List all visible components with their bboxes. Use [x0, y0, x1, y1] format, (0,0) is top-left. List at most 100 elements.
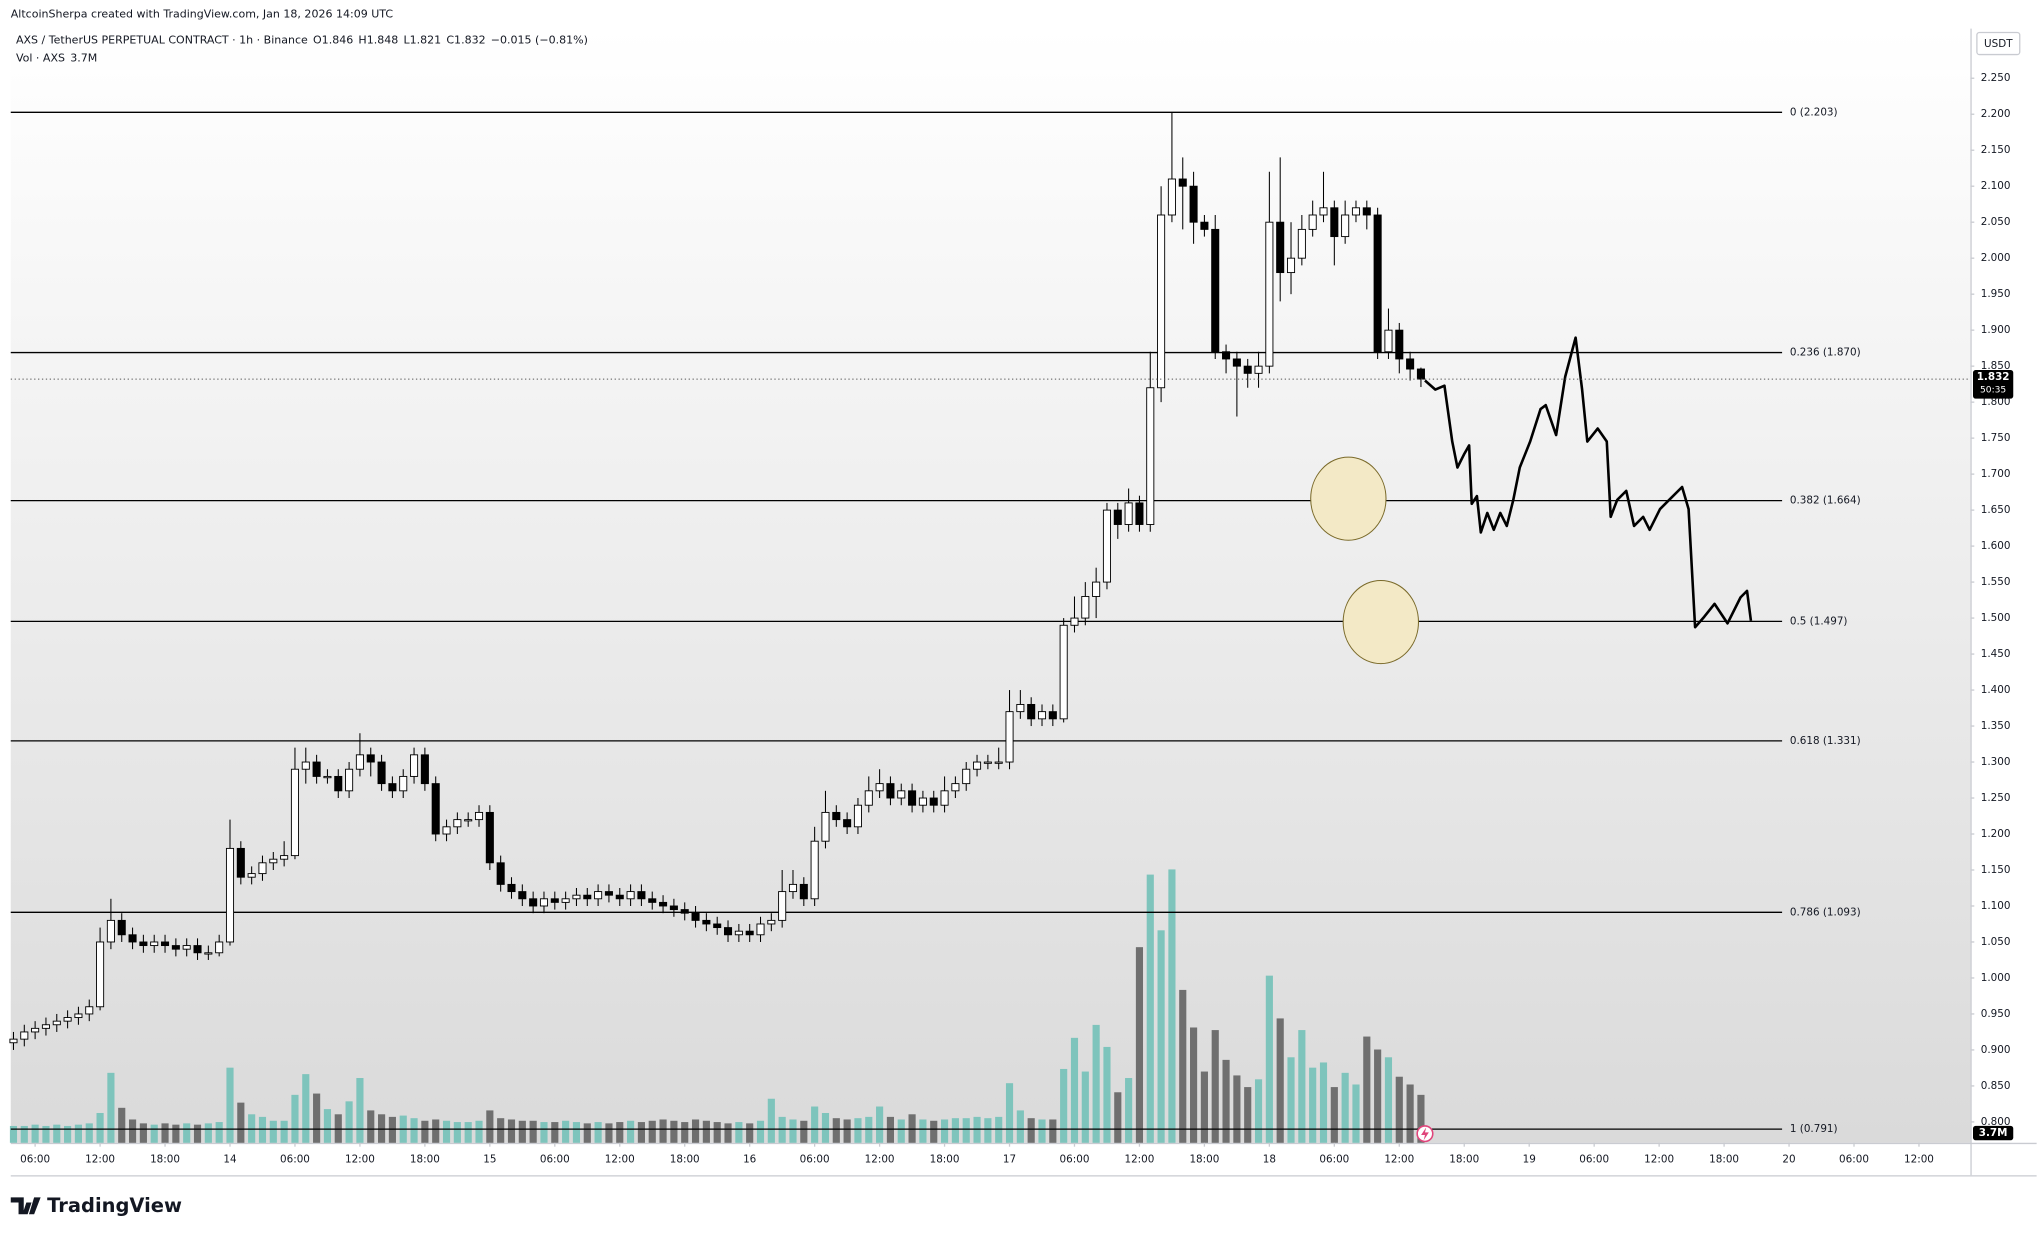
volume-bar: [421, 1120, 429, 1143]
candle-body: [258, 862, 267, 875]
candle-body: [1416, 368, 1425, 380]
x-tick-label: 18:00: [150, 1154, 180, 1166]
candle-body: [410, 754, 419, 777]
candle-body: [702, 919, 711, 925]
candle-body: [550, 898, 559, 903]
candle-body: [994, 761, 1003, 764]
candle-body: [908, 790, 917, 806]
volume-bar: [1244, 1087, 1252, 1143]
volume-bar: [1081, 1071, 1089, 1143]
ohlc-value: 1.821: [410, 33, 442, 46]
y-tick-label: 2.150: [1981, 144, 2011, 156]
volume-bar: [1157, 930, 1165, 1143]
candle-body: [799, 883, 808, 900]
candle-body: [810, 840, 819, 900]
credit: AltcoinSherpa created with TradingView.c…: [11, 7, 394, 20]
candle-body: [464, 819, 473, 822]
volume-tag: [1972, 1125, 2014, 1141]
volume-bar: [1038, 1119, 1046, 1143]
x-tick-label: 18:00: [1449, 1154, 1479, 1166]
volume-bar: [139, 1123, 147, 1143]
volume-bar: [85, 1123, 93, 1143]
candle-body: [853, 804, 862, 828]
volume-bar: [1168, 869, 1176, 1143]
volume-bar: [1363, 1036, 1371, 1143]
ohlc-prefix: H: [358, 33, 366, 46]
y-tick-label: 1.400: [1981, 684, 2011, 696]
y-tick-label: 2.250: [1981, 72, 2011, 84]
y-tick-label: 1.000: [1981, 972, 2011, 984]
volume-bar: [691, 1119, 700, 1143]
volume-bar: [258, 1116, 267, 1143]
x-tick-label: 06:00: [1839, 1154, 1869, 1166]
x-tick-label: 12:00: [1644, 1154, 1674, 1166]
volume-bar: [1146, 874, 1154, 1143]
candle-body: [1102, 509, 1111, 583]
volume-bar: [865, 1116, 873, 1143]
candle-body: [193, 945, 202, 954]
candle-body: [52, 1020, 61, 1026]
volume-bar: [150, 1124, 158, 1143]
candle-layer: [9, 112, 1425, 1050]
currency-box[interactable]: [1976, 31, 2021, 56]
legend: AXS / TetherUS PERPETUAL CONTRACT · 1h ·…: [16, 33, 588, 64]
volume-bar: [1060, 1068, 1068, 1143]
volume-bar: [1135, 947, 1144, 1143]
candle-body: [1167, 178, 1176, 216]
candle-body: [1232, 358, 1241, 367]
volume-bar: [843, 1119, 851, 1143]
candle-body: [1319, 207, 1328, 216]
volume-bar: [821, 1112, 830, 1143]
volume-bar: [930, 1120, 938, 1143]
fib-label: 0.618 (1.331): [1790, 735, 1861, 747]
y-tick-label: 1.200: [1981, 828, 2011, 840]
candle-body: [150, 941, 159, 947]
fib-label: 0.786 (1.093): [1790, 906, 1861, 918]
candle-body: [312, 761, 321, 777]
x-tick-label: 16: [743, 1154, 756, 1166]
fib-label: 0 (2.203): [1790, 106, 1838, 118]
last-price-tag: [1972, 370, 2014, 399]
candle-body: [1308, 214, 1317, 230]
candle-body: [929, 797, 938, 806]
candle-body: [1027, 703, 1036, 720]
y-tick-label: 1.850: [1981, 360, 2011, 372]
x-tick-label: 06:00: [540, 1154, 570, 1166]
candle-body: [821, 811, 830, 842]
ohlc-value: 1.832: [454, 33, 486, 46]
volume-bar: [367, 1110, 375, 1143]
volume-bar: [215, 1122, 223, 1143]
y-tick-label: 1.100: [1981, 900, 2011, 912]
volume-bar: [713, 1122, 721, 1143]
volume-bar: [269, 1120, 277, 1143]
candle-body: [474, 811, 484, 821]
event-icon-bolt: [1421, 1127, 1429, 1141]
volume-bar: [876, 1106, 884, 1143]
candle-body: [1222, 351, 1231, 360]
ohlc-value: 1.846: [322, 33, 354, 46]
volume-bar: [31, 1124, 39, 1143]
last-price-label: 1.832: [1977, 371, 2010, 383]
volume-bar: [1211, 1030, 1219, 1143]
volume-bar: [1092, 1024, 1100, 1143]
candle-body: [572, 894, 581, 900]
candle-body: [940, 790, 949, 806]
volume-tag-label: 3.7M: [1979, 1127, 2008, 1139]
volume-bar: [897, 1119, 905, 1143]
candle-body: [496, 862, 505, 885]
candle-body: [106, 919, 115, 943]
volume-bar: [616, 1122, 624, 1143]
volume-bar: [962, 1118, 970, 1143]
y-tick-label: 1.900: [1981, 324, 2011, 336]
volume-bar: [605, 1123, 613, 1143]
volume-bar: [735, 1122, 743, 1143]
candle-body: [843, 819, 852, 828]
volume-bar: [984, 1118, 992, 1143]
candle-body: [117, 919, 126, 936]
candle-body: [1286, 257, 1296, 274]
volume-bar: [681, 1122, 689, 1143]
candle-body: [1048, 711, 1057, 720]
candle-body: [41, 1024, 50, 1029]
candle-body: [1243, 365, 1252, 374]
